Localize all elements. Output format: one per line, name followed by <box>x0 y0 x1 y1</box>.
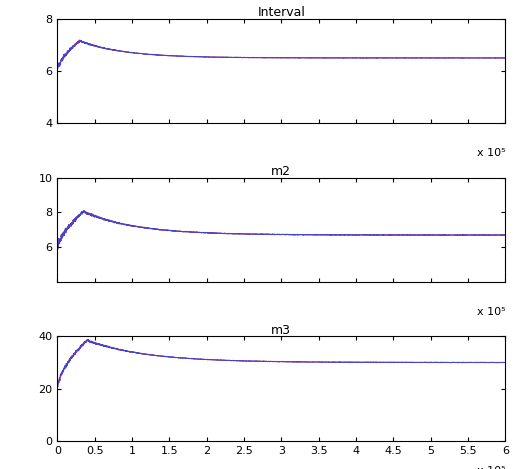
Text: x 10⁵: x 10⁵ <box>477 466 505 469</box>
Text: x 10⁵: x 10⁵ <box>477 307 505 317</box>
Text: x 10⁵: x 10⁵ <box>477 148 505 158</box>
Title: m2: m2 <box>271 165 291 178</box>
Title: m3: m3 <box>271 324 291 337</box>
Title: Interval: Interval <box>257 6 305 19</box>
